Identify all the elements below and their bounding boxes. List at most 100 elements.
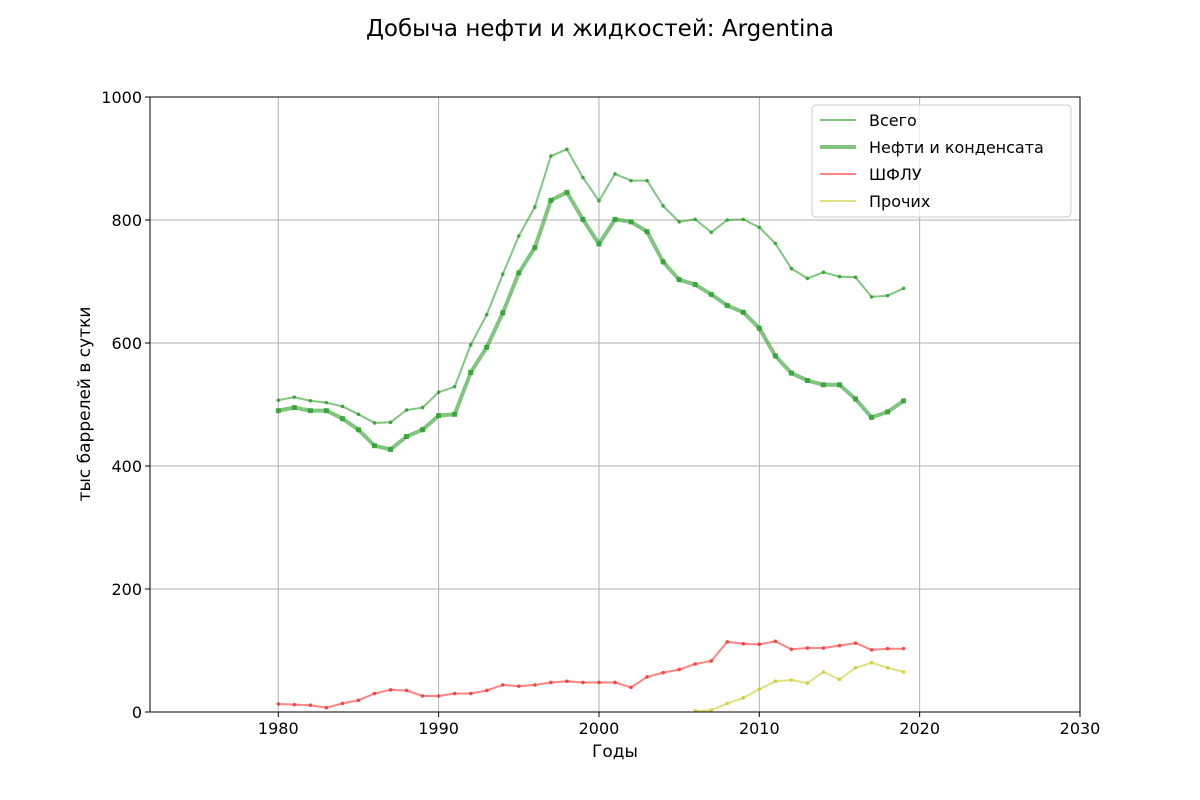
data-point bbox=[788, 370, 794, 376]
y-axis-label: тыс баррелей в сутки bbox=[75, 307, 95, 502]
legend-label: Всего bbox=[869, 111, 917, 130]
data-point bbox=[805, 681, 810, 685]
x-axis: 1980 1990 2000 2010 2020 2030 bbox=[258, 712, 1100, 738]
data-point bbox=[388, 420, 393, 425]
data-point bbox=[821, 270, 826, 275]
data-point bbox=[853, 641, 858, 645]
x-tick-label: 2000 bbox=[579, 719, 620, 738]
data-point bbox=[356, 412, 361, 417]
series-0 bbox=[276, 147, 906, 425]
data-point bbox=[629, 685, 633, 690]
data-point bbox=[645, 178, 649, 183]
data-point bbox=[420, 694, 425, 698]
data-point bbox=[724, 302, 730, 308]
legend: Всего Нефти и конденсата ШФЛУ Прочих bbox=[811, 104, 1072, 218]
data-point bbox=[516, 684, 521, 688]
data-point bbox=[692, 282, 698, 288]
data-point bbox=[308, 703, 313, 708]
data-point bbox=[789, 678, 794, 682]
data-point bbox=[628, 219, 634, 225]
data-point bbox=[805, 276, 810, 281]
data-point bbox=[677, 220, 681, 224]
data-point bbox=[308, 399, 313, 403]
data-point bbox=[355, 427, 361, 433]
data-point bbox=[869, 414, 875, 420]
data-point bbox=[693, 217, 697, 222]
data-point bbox=[677, 667, 681, 672]
data-point bbox=[853, 275, 858, 279]
data-point bbox=[756, 325, 762, 331]
data-point bbox=[757, 687, 762, 692]
x-tick-label: 1990 bbox=[418, 719, 459, 738]
data-point bbox=[420, 427, 426, 433]
data-point bbox=[468, 343, 473, 347]
data-point bbox=[565, 147, 569, 152]
data-point bbox=[356, 698, 361, 703]
data-point bbox=[772, 353, 778, 359]
series-3 bbox=[693, 661, 906, 713]
data-point bbox=[725, 701, 730, 706]
data-point bbox=[436, 413, 442, 419]
series-line bbox=[695, 661, 904, 712]
data-point bbox=[709, 230, 714, 235]
data-point bbox=[885, 665, 890, 670]
series-1 bbox=[275, 189, 907, 452]
x-axis-label: Годы bbox=[592, 742, 638, 762]
y-tick-label: 200 bbox=[111, 580, 142, 599]
data-point bbox=[323, 408, 329, 414]
data-point bbox=[420, 405, 425, 410]
y-tick-label: 1000 bbox=[101, 88, 142, 107]
data-point bbox=[564, 189, 570, 195]
data-point bbox=[565, 679, 569, 684]
data-point bbox=[869, 648, 874, 652]
data-point bbox=[404, 433, 410, 439]
data-point bbox=[468, 370, 474, 376]
data-point bbox=[276, 398, 281, 402]
x-tick-label: 2010 bbox=[739, 719, 780, 738]
data-point bbox=[484, 688, 489, 693]
data-point bbox=[500, 310, 506, 316]
data-point bbox=[901, 670, 906, 674]
data-point bbox=[853, 396, 859, 402]
data-point bbox=[291, 405, 297, 411]
data-point bbox=[548, 197, 554, 203]
data-point bbox=[837, 677, 842, 682]
data-point bbox=[901, 286, 906, 291]
data-point bbox=[725, 218, 730, 222]
data-point bbox=[805, 646, 810, 650]
data-point bbox=[516, 270, 522, 276]
x-tick-label: 2030 bbox=[1060, 719, 1101, 738]
y-tick-label: 800 bbox=[111, 211, 142, 230]
data-point bbox=[388, 688, 393, 692]
data-point bbox=[339, 416, 345, 422]
data-point bbox=[660, 259, 666, 265]
data-point bbox=[292, 395, 297, 399]
data-point bbox=[869, 661, 874, 665]
data-point bbox=[324, 400, 329, 405]
series-2 bbox=[276, 639, 906, 710]
data-point bbox=[292, 702, 297, 707]
series-line bbox=[278, 640, 904, 709]
data-point bbox=[773, 241, 778, 246]
data-point bbox=[388, 446, 394, 452]
data-point bbox=[307, 408, 313, 414]
data-point bbox=[597, 680, 601, 685]
data-point bbox=[549, 154, 553, 158]
data-point bbox=[597, 199, 601, 203]
data-point bbox=[725, 640, 730, 644]
data-point bbox=[773, 639, 778, 644]
data-point bbox=[468, 691, 473, 696]
data-point bbox=[340, 701, 345, 706]
data-point bbox=[436, 390, 441, 395]
x-tick-label: 1980 bbox=[258, 719, 299, 738]
data-point bbox=[885, 293, 890, 298]
data-point bbox=[741, 217, 746, 222]
legend-label: ШФЛУ bbox=[869, 165, 922, 184]
data-point bbox=[804, 378, 810, 384]
data-point bbox=[613, 680, 617, 685]
data-point bbox=[275, 408, 281, 414]
data-point bbox=[757, 642, 762, 647]
legend-box bbox=[811, 104, 1072, 218]
data-point bbox=[885, 646, 890, 651]
